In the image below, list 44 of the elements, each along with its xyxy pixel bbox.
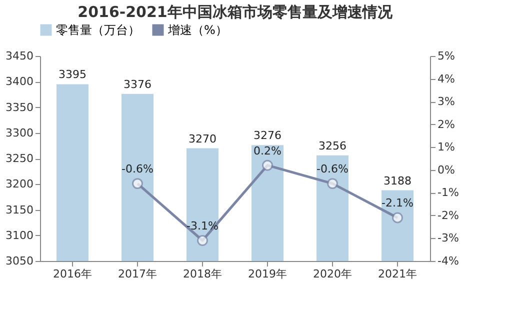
y-tick-label: 3100 [6, 228, 34, 242]
y-tick-label: 3200 [6, 178, 34, 191]
data-label: 3376 [124, 78, 152, 91]
x-tick-label: 2020年 [313, 268, 352, 280]
data-label: -0.6% [122, 162, 154, 176]
y2-tick-label: -1% [438, 186, 459, 200]
chart-title: 2016-2021年中国冰箱市场零售量及增速情况 [78, 3, 394, 21]
point [392, 212, 403, 224]
y-tick-label: 3350 [6, 100, 34, 114]
data-label: -2.1% [382, 196, 414, 210]
data-label: 3188 [384, 174, 412, 188]
y2-tick-label: -3% [438, 232, 459, 245]
y2-tick-label: 4% [438, 72, 455, 86]
y2-tick-label: 1% [438, 140, 455, 154]
point [132, 178, 143, 190]
y2-tick-label: 3% [438, 95, 455, 108]
y2-tick-label: 2% [438, 118, 455, 131]
y2-tick-label: 5% [438, 50, 455, 62]
y2-tick-label: -4% [438, 254, 459, 268]
y-tick-label: 3050 [6, 254, 34, 268]
data-label: 3256 [318, 139, 346, 152]
y2-tick-label: -2% [438, 208, 459, 222]
y-tick-label: 3450 [6, 50, 34, 62]
y-tick-label: 3150 [6, 203, 34, 216]
y-tick-label: 3250 [6, 152, 34, 165]
y-tick-label: 3300 [6, 126, 34, 140]
x-tick-label: 2017年 [118, 268, 157, 280]
y2-tick-label: 0% [438, 163, 455, 176]
data-label: 0.2% [254, 144, 282, 158]
legend-label: 增速（%） [167, 23, 228, 37]
x-tick-label: 2019年 [248, 268, 287, 280]
data-label: -3.1% [186, 220, 218, 232]
x-tick-label: 2016年 [53, 268, 92, 280]
legend-label: 零售量（万台） [56, 23, 140, 37]
x-tick-label: 2021年 [378, 268, 417, 280]
data-label: 3395 [58, 68, 86, 82]
point [327, 178, 338, 190]
point [197, 235, 208, 246]
point [262, 160, 273, 171]
data-label: 3276 [254, 129, 282, 142]
y-tick-label: 3400 [6, 75, 34, 88]
data-label: -0.6% [316, 162, 348, 176]
data-label: 3270 [188, 132, 216, 146]
x-tick-label: 2018年 [183, 268, 222, 280]
